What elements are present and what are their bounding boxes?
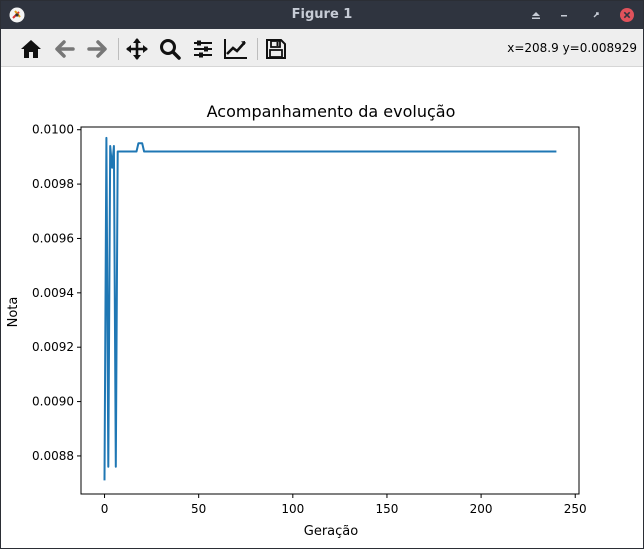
edit-axis-button[interactable] [223, 36, 249, 62]
y-tick-label: 0.0094 [32, 286, 74, 300]
restore-icon [593, 12, 599, 18]
figure-canvas[interactable]: Acompanhamento da evolução 0 50 100 150 200 2… [1, 68, 643, 548]
y-tick-label: 0.0090 [32, 395, 74, 409]
move-icon [126, 38, 148, 60]
arrow-left-icon [55, 40, 75, 58]
x-tick-label: 100 [281, 502, 304, 516]
toolbar-separator [118, 38, 119, 60]
y-tick-label: 0.0098 [32, 177, 74, 191]
magnifier-icon [160, 39, 181, 60]
line-chart[interactable]: Acompanhamento da evolução 0 50 100 150 200 2… [1, 68, 643, 548]
back-button[interactable] [52, 36, 78, 62]
y-tick-label: 0.0100 [32, 123, 74, 137]
arrow-right-icon [87, 40, 107, 58]
close-icon [620, 8, 634, 22]
cursor-coordinates: x=208.9 y=0.008929 [507, 41, 637, 55]
zoom-button[interactable] [157, 36, 183, 62]
configure-subplots-button[interactable] [190, 36, 216, 62]
line-chart-icon [224, 39, 247, 59]
x-tick-label: 200 [470, 502, 493, 516]
x-tick-label: 250 [564, 502, 587, 516]
x-tick-label: 0 [101, 502, 109, 516]
close-button[interactable] [618, 6, 636, 24]
y-tick-label: 0.0088 [32, 449, 74, 463]
y-tick-label: 0.0092 [32, 340, 74, 354]
y-axis-label: Nota [6, 297, 21, 328]
forward-button[interactable] [84, 36, 110, 62]
title-bar[interactable]: Figure 1 [1, 1, 643, 29]
y-tick-label: 0.0096 [32, 231, 74, 245]
shade-button[interactable] [527, 6, 545, 24]
shade-icon [532, 12, 540, 19]
plot-area[interactable] [80, 126, 580, 495]
x-axis-label: Geração [304, 524, 358, 539]
home-button[interactable] [18, 36, 44, 62]
save-button[interactable] [263, 36, 289, 62]
pan-button[interactable] [124, 36, 150, 62]
window-title: Figure 1 [291, 7, 353, 22]
app-icon [9, 7, 25, 23]
navigation-toolbar: x=208.9 y=0.008929 [1, 29, 643, 67]
series-line [103, 136, 557, 481]
home-icon [21, 40, 41, 58]
sliders-icon [194, 40, 212, 58]
minimize-icon [561, 15, 567, 17]
minimize-button[interactable] [555, 6, 573, 24]
restore-button[interactable] [587, 6, 605, 24]
x-tick-label: 150 [376, 502, 399, 516]
toolbar-separator [257, 38, 258, 60]
x-tick-label: 50 [191, 502, 206, 516]
chart-title: Acompanhamento da evolução [207, 102, 456, 121]
floppy-disk-icon [266, 39, 286, 59]
